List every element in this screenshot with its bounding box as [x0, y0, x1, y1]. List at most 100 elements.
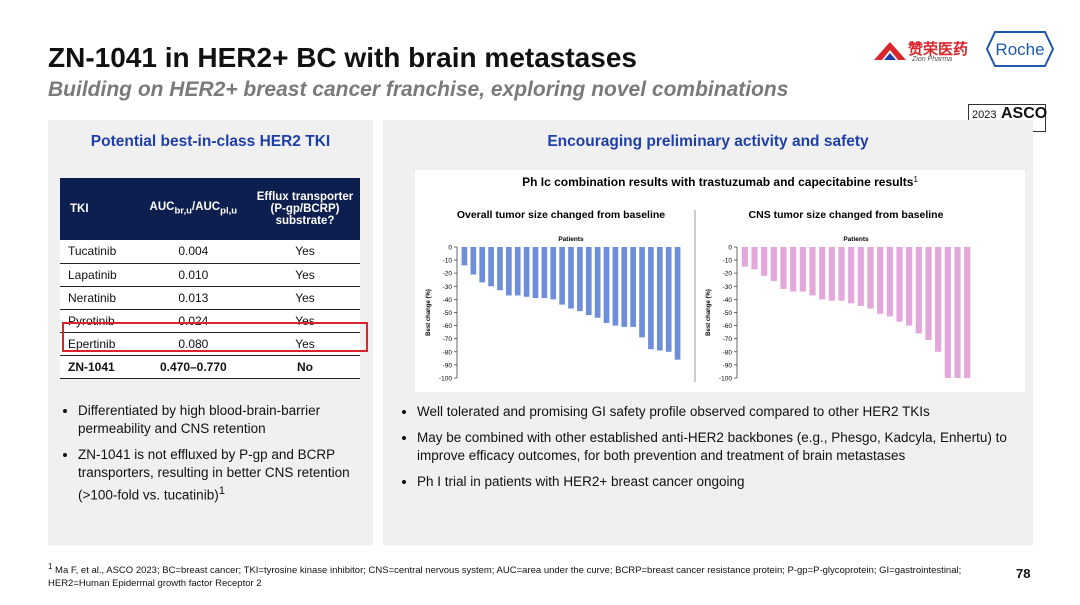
bullet-ref: 1	[218, 485, 225, 497]
bar	[857, 247, 864, 306]
y-tick-label: -80	[723, 349, 733, 356]
bar	[886, 247, 893, 317]
bar	[541, 247, 548, 299]
bar	[751, 247, 758, 270]
table-row: Pyrotinib 0.024 Yes	[60, 309, 360, 333]
bar	[488, 247, 494, 287]
bullet: Differentiated by high blood-brain-barri…	[78, 402, 360, 438]
bar	[828, 247, 835, 301]
bar	[497, 247, 503, 291]
bar	[639, 247, 645, 338]
table-cell: Lapatinib	[60, 263, 137, 287]
bar	[568, 247, 574, 309]
table-cell: 0.004	[136, 240, 250, 264]
bar	[799, 247, 806, 292]
bar	[630, 247, 637, 327]
bullet: ZN-1041 is not effluxed by P-gp and BCRP…	[78, 446, 360, 505]
roche-name: Roche	[995, 40, 1044, 59]
y-tick-label: 0	[728, 245, 732, 252]
bar	[838, 247, 845, 301]
left-bullets: Differentiated by high blood-brain-barri…	[60, 402, 360, 513]
header-part: pl,u	[220, 205, 238, 217]
chart-heading: Ph Ic combination results with trastuzum…	[522, 175, 918, 189]
x-axis-label: Patients	[558, 236, 584, 243]
table-cell: Yes	[250, 309, 360, 333]
header-part: /AUC	[192, 201, 221, 214]
bullet-text: ZN-1041 is not effluxed by P-gp and BCRP…	[78, 447, 350, 503]
header-row: TKI AUCbr,u/AUCpl,u Efflux transporter (P-…	[60, 178, 360, 240]
asco-name: ASCO	[1001, 105, 1048, 122]
chart-title: CNS tumor size changed from baseline	[749, 209, 944, 221]
bar	[532, 247, 539, 299]
header-part: br,u	[174, 205, 192, 217]
table-cell: 0.010	[136, 263, 250, 287]
table-row: Lapatinib 0.010 Yes	[60, 263, 360, 287]
table-cell: Yes	[250, 286, 360, 310]
header-cell: TKI	[60, 178, 137, 240]
table-cell: ZN-1041	[60, 355, 137, 379]
bar	[559, 247, 565, 305]
y-tick-label: -80	[443, 349, 453, 356]
table-cell: No	[250, 355, 360, 379]
footnote-ref: 1	[48, 562, 53, 571]
bar	[603, 247, 610, 323]
bar	[819, 247, 826, 300]
table-cell: 0.013	[136, 286, 250, 310]
bar	[577, 247, 583, 312]
y-tick-label: -40	[443, 297, 453, 304]
bar	[674, 247, 681, 360]
y-tick-label: -100	[439, 376, 452, 383]
y-axis-label: Best change (%)	[706, 289, 712, 336]
asco-year: 2023	[972, 109, 997, 121]
bar	[761, 247, 768, 276]
bar	[867, 247, 874, 309]
header-cell: AUCbr,u/AUCpl,u	[136, 178, 250, 240]
table-cell: Yes	[250, 263, 360, 287]
title: ZN-1041 in HER2+ BC with brain metastase…	[48, 42, 637, 73]
bar	[915, 247, 922, 334]
bar	[550, 247, 557, 300]
y-tick-label: -90	[443, 362, 453, 369]
table-row: Epertinib 0.080 Yes	[60, 332, 360, 356]
bar	[896, 247, 903, 322]
y-tick-label: -40	[723, 297, 733, 304]
y-axis-label: Best change (%)	[426, 289, 432, 336]
table-cell: Yes	[250, 240, 360, 264]
bar	[809, 247, 816, 296]
table-cell: Neratinib	[60, 286, 137, 310]
bullet: May be combined with other established a…	[417, 429, 1019, 465]
x-axis-label: Patients	[843, 236, 869, 243]
bar	[656, 247, 663, 351]
zion-logo: 赞荣医药 Zion Pharma	[872, 38, 980, 66]
y-tick-label: -10	[723, 258, 733, 265]
tki-table: TKI AUCbr,u/AUCpl,u Efflux transporter (P-…	[60, 178, 360, 379]
table-cell: Tucatinib	[60, 240, 137, 264]
chart-heading-text: Ph Ic combination results with trastuzum…	[522, 175, 914, 189]
y-tick-label: -10	[443, 258, 453, 265]
bar	[461, 247, 468, 266]
table-row: ZN-1041 0.470–0.770 No	[60, 355, 360, 379]
zion-name: 赞荣医药	[908, 41, 969, 58]
table-cell: 0.080	[136, 332, 250, 356]
y-tick-label: -30	[443, 284, 453, 291]
y-tick-label: -20	[443, 271, 453, 278]
zion-sub: Zion Pharma	[912, 56, 953, 63]
table-cell: 0.024	[136, 309, 250, 333]
bar	[470, 247, 477, 275]
y-tick-label: -30	[723, 284, 733, 291]
bar	[665, 247, 672, 352]
highlight-box	[62, 322, 368, 352]
zion-icon	[874, 42, 906, 60]
bar	[848, 247, 855, 304]
header-part: AUC	[149, 201, 175, 214]
y-tick-label: -100	[719, 376, 732, 383]
bullet-text: Differentiated by high blood-brain-barri…	[78, 403, 321, 436]
bar	[479, 247, 486, 283]
bar	[780, 247, 787, 289]
y-tick-label: -70	[443, 336, 453, 343]
roche-logo: Roche	[986, 31, 1054, 67]
chart-heading-ref: 1	[913, 175, 918, 184]
bar	[523, 247, 530, 297]
bullet: Ph I trial in patients with HER2+ breast…	[417, 473, 1019, 491]
